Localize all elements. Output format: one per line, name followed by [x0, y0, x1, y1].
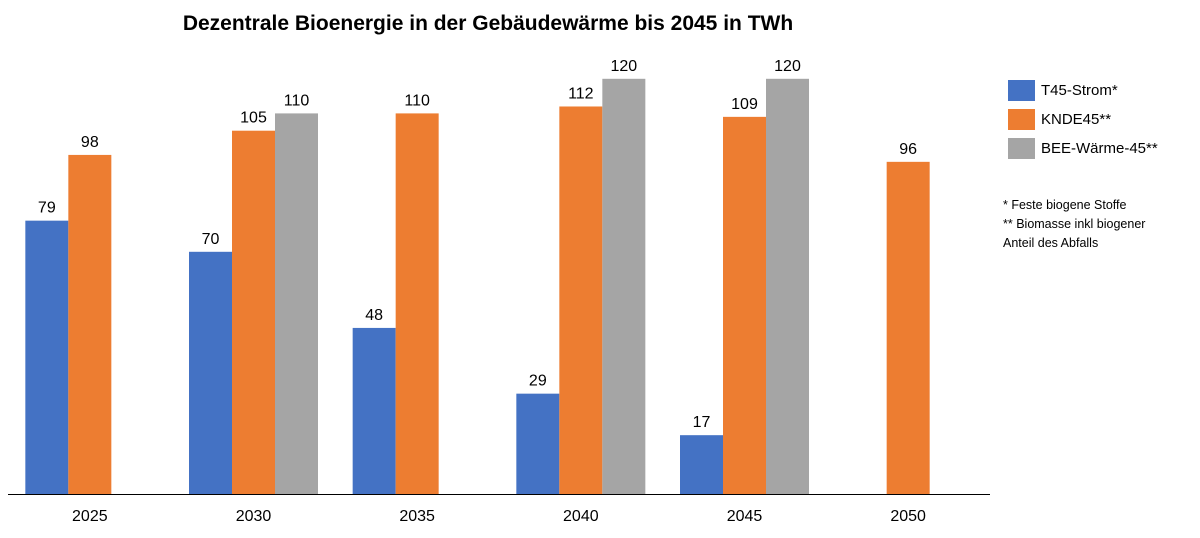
legend-swatch-bee-waerme-45 [1008, 137, 1035, 159]
bar-chart: 79 98 2025 70 105 110 2030 48 110 2035 29 112 120 204… [8, 58, 990, 525]
data-label-t45-strom-2035: 48 [365, 307, 383, 324]
legend-item-t45-strom: T45-Strom* [1008, 78, 1158, 102]
footnote-line: * Feste biogene Stoffe [1003, 198, 1127, 212]
bar-bee-waerme-45-2045 [766, 78, 809, 495]
x-tick-label-2040: 2040 [563, 508, 599, 525]
data-label-knde45-2045: 109 [731, 96, 758, 113]
data-label-knde45-2030: 105 [240, 110, 267, 127]
data-label-bee-waerme-45-2045: 120 [774, 58, 801, 75]
x-tick-label-2045: 2045 [727, 508, 763, 525]
x-tick-label-2035: 2035 [399, 508, 435, 525]
bar-knde45-2025 [68, 154, 112, 495]
legend-label-t45-strom: T45-Strom* [1041, 81, 1118, 99]
bar-t45-strom-2045 [680, 435, 723, 494]
legend-label-bee-waerme-45: BEE-Wärme-45** [1041, 139, 1158, 157]
data-label-t45-strom-2040: 29 [529, 373, 547, 390]
bar-t45-strom-2035 [352, 327, 396, 494]
bar-bee-waerme-45-2030 [275, 113, 318, 495]
legend-item-bee-waerme-45: BEE-Wärme-45** [1008, 136, 1158, 160]
bar-knde45-2045 [723, 116, 766, 495]
x-tick-label-2025: 2025 [72, 508, 108, 525]
footnote-line: Anteil des Abfalls [1003, 236, 1099, 250]
x-tick-label-2050: 2050 [890, 508, 926, 525]
legend: T45-Strom* KNDE45** BEE-Wärme-45** [1008, 78, 1158, 165]
legend-label-knde45: KNDE45** [1041, 110, 1112, 128]
data-label-t45-strom-2025: 79 [38, 200, 56, 217]
data-label-knde45-2035: 110 [404, 92, 430, 109]
bar-bee-waerme-45-2040 [602, 78, 646, 495]
bar-t45-strom-2025 [25, 220, 69, 494]
bar-t45-strom-2030 [189, 251, 232, 494]
footnote-line: ** Biomasse inkl biogener [1003, 217, 1146, 231]
data-label-knde45-2025: 98 [81, 134, 99, 151]
bar-t45-strom-2040 [516, 393, 560, 494]
bar-knde45-2050 [886, 161, 930, 494]
legend-swatch-t45-strom [1008, 79, 1035, 101]
bar-knde45-2040 [559, 106, 603, 494]
bar-knde45-2030 [232, 130, 275, 494]
data-label-knde45-2040: 112 [568, 85, 594, 102]
data-label-knde45-2050: 96 [899, 141, 917, 158]
legend-item-knde45: KNDE45** [1008, 107, 1158, 131]
data-label-bee-waerme-45-2030: 110 [284, 92, 310, 109]
chart-title: Dezentrale Bioenergie in der Gebäudewärm… [182, 12, 794, 35]
data-label-t45-strom-2030: 70 [202, 231, 220, 248]
bar-knde45-2035 [395, 113, 439, 495]
footnotes: * Feste biogene Stoffe ** Biomasse inkl … [1003, 196, 1145, 253]
x-tick-label-2030: 2030 [236, 508, 272, 525]
data-label-bee-waerme-45-2040: 120 [610, 58, 637, 75]
data-label-t45-strom-2045: 17 [693, 414, 711, 431]
legend-swatch-knde45 [1008, 108, 1035, 130]
